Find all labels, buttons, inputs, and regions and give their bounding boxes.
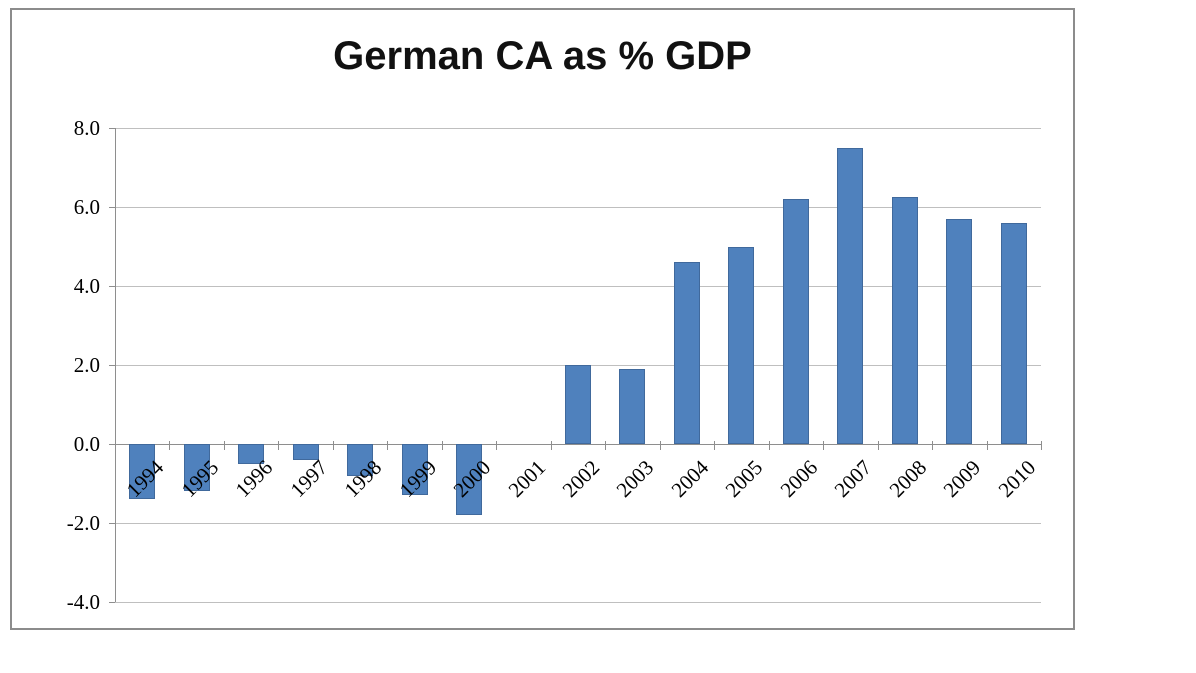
y-axis-tick [109,128,115,129]
bar [401,444,428,496]
bar [456,444,483,516]
y-tick-label: -2.0 [66,511,100,535]
category-axis-tick [714,441,716,450]
category-axis-tick [932,441,934,450]
x-tick-label: 2009 [938,455,986,502]
x-tick-label: 2004 [666,455,714,502]
category-axis-tick [659,441,661,450]
y-axis-tick [109,207,115,208]
category-axis-tick [115,441,116,450]
x-tick-label: 2006 [775,455,823,502]
gridline [115,128,1041,129]
y-tick-label: 2.0 [73,353,100,377]
category-axis-tick [605,441,607,450]
category-axis-tick [278,441,280,450]
category-axis-tick [223,441,225,450]
x-tick-label: 2007 [829,455,877,502]
x-tick-label: 2008 [884,455,932,502]
bar [673,262,700,444]
bar [891,197,918,444]
category-axis-tick [877,441,879,450]
gridline [115,602,1041,603]
gridline [115,523,1041,524]
category-axis-tick [169,441,171,450]
gridline [115,286,1041,287]
bar [347,444,374,476]
chart-title: German CA as % GDP [333,34,752,78]
y-axis-tick [109,365,115,366]
category-axis-tick [768,441,770,450]
y-tick-label: 0.0 [73,432,100,456]
y-axis-tick [109,444,115,445]
x-tick-label: 2002 [557,455,605,502]
category-axis-tick [986,441,988,450]
bar [565,365,591,444]
y-tick-label: 8.0 [73,116,100,140]
category-axis-tick [550,441,552,450]
bar [183,444,210,492]
bar [946,218,973,444]
bar [619,368,646,444]
bar [837,147,864,444]
y-axis-tick [109,602,115,603]
x-tick-label: 1997 [285,455,332,502]
y-axis-line [115,128,116,602]
category-axis-tick [387,441,389,450]
bar [129,444,156,500]
gridline [115,207,1041,208]
x-axis-line [115,444,1041,445]
bar [238,444,265,464]
plot-area: 1994 1995 1996 1997 1998 1999 2000 2001 2002 2003… [109,128,1042,603]
bar [782,199,809,444]
y-tick-label: 4.0 [73,274,100,298]
x-tick-label: 2010 [993,455,1041,502]
category-axis-tick [823,441,825,450]
x-tick-label: 2001 [503,455,550,502]
y-tick-label: -4.0 [66,590,100,614]
category-axis-tick [332,441,334,450]
bar [292,444,319,460]
bar [728,246,755,444]
chart-frame: German CA as % GDP 1994 1995 1996 1997 1998 1… [10,8,1075,630]
category-axis-tick [1041,441,1042,450]
category-axis-tick [496,441,498,450]
y-tick-label: 6.0 [73,195,100,219]
bar [1000,222,1027,444]
category-axis-tick [441,441,443,450]
x-tick-label: 2005 [721,455,768,502]
y-axis-tick [109,523,115,524]
y-axis-tick [109,286,115,287]
x-tick-label: 2003 [612,455,659,502]
